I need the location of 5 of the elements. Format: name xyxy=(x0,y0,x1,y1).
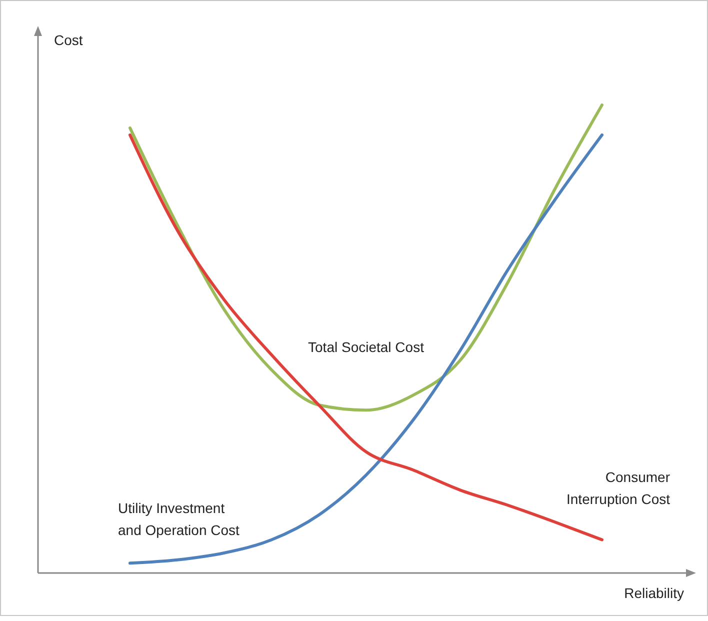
y-axis-title: Cost xyxy=(54,32,83,48)
x-axis-title: Reliability xyxy=(624,585,684,601)
text: Total Societal Cost xyxy=(308,339,424,356)
series-label: Utility Investment and Operation Cost xyxy=(118,500,240,538)
series-label: Consumer Interruption Cost xyxy=(566,468,670,507)
